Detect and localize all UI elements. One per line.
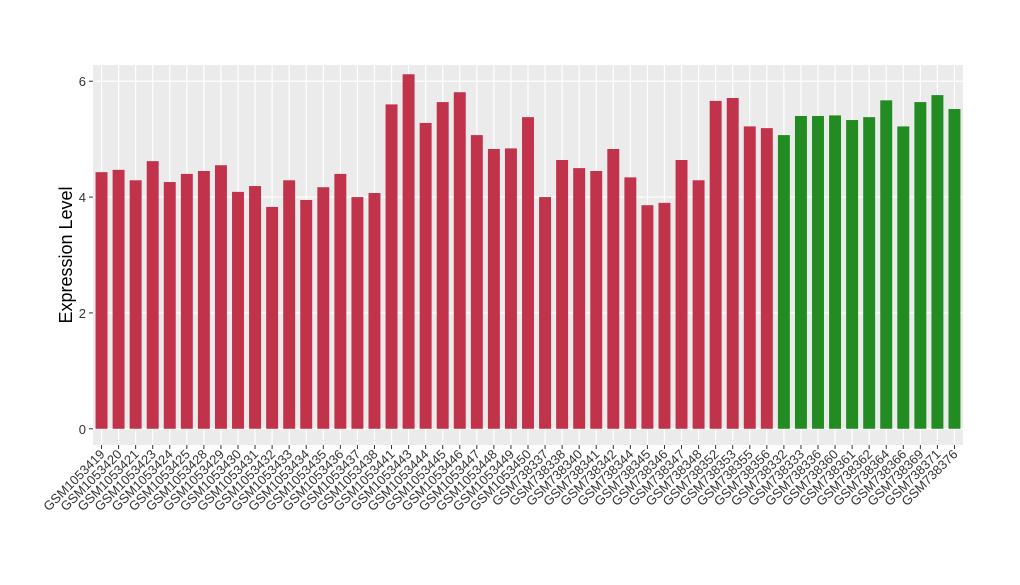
bar — [573, 168, 586, 429]
bar — [897, 126, 910, 429]
bar — [863, 117, 876, 429]
bar — [504, 148, 517, 429]
bar — [129, 180, 142, 429]
bar — [743, 126, 756, 429]
bar — [709, 100, 722, 429]
bar — [931, 95, 944, 429]
bar — [846, 120, 859, 429]
bar — [760, 128, 773, 429]
y-axis-label: Expression Level — [56, 186, 76, 323]
bar — [556, 160, 569, 429]
bar — [829, 115, 842, 429]
bar — [522, 117, 534, 429]
bar — [692, 180, 705, 429]
bar — [607, 148, 620, 429]
bar — [658, 202, 671, 429]
bar — [948, 109, 961, 429]
bar — [197, 171, 210, 429]
bar — [266, 206, 279, 429]
bar — [470, 135, 483, 429]
bar — [351, 197, 364, 429]
bar — [641, 205, 654, 429]
bar — [334, 173, 347, 429]
bar — [214, 165, 227, 429]
bar — [317, 187, 330, 429]
bar — [794, 115, 807, 429]
bar — [812, 115, 824, 429]
bar — [163, 182, 176, 429]
bar — [146, 161, 159, 429]
y-tick-label: 6 — [79, 74, 86, 89]
bar — [249, 186, 262, 429]
y-tick-label: 0 — [79, 422, 86, 437]
bar — [283, 180, 296, 429]
bar — [453, 92, 466, 429]
bar — [385, 104, 398, 429]
bar — [180, 173, 193, 429]
bar — [487, 148, 500, 429]
bar — [368, 193, 381, 429]
bar — [232, 191, 244, 429]
bar — [300, 199, 313, 429]
bar — [675, 160, 688, 429]
bar — [436, 102, 449, 429]
bar — [914, 102, 927, 429]
bar — [880, 100, 893, 429]
y-tick-label: 2 — [79, 306, 86, 321]
bar — [726, 98, 739, 429]
bar — [419, 122, 432, 429]
bar — [112, 169, 125, 429]
bar — [95, 172, 108, 429]
bar — [624, 177, 637, 429]
y-tick-label: 4 — [79, 190, 86, 205]
bar — [590, 171, 603, 429]
bar — [402, 74, 415, 429]
bar — [777, 135, 790, 429]
bar — [539, 197, 552, 429]
